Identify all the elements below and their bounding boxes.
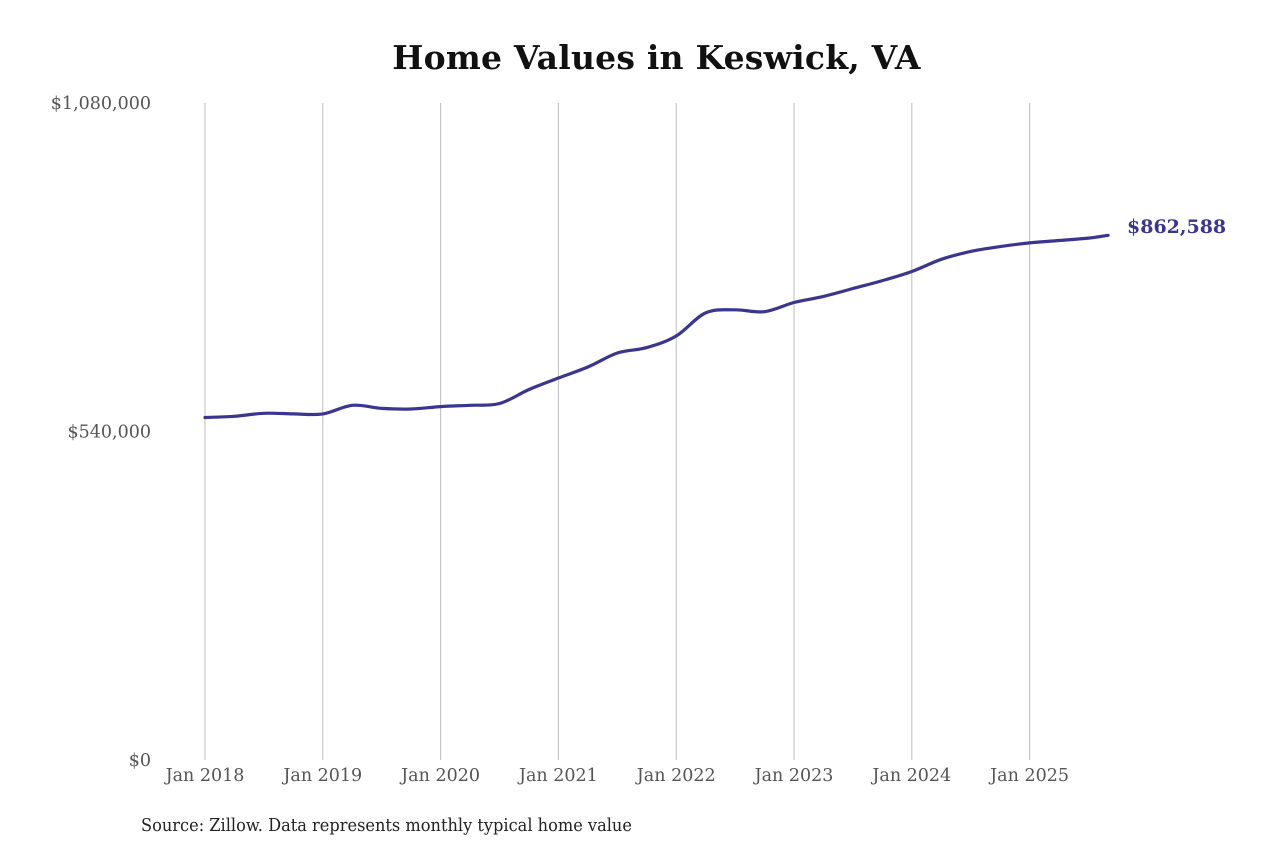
y-tick-label: $540,000 [67, 423, 151, 443]
x-tick-label: Jan 2019 [281, 766, 362, 786]
y-axis-labels: $0 $540,000 $1,080,000 [51, 94, 151, 771]
x-tick-label: Jan 2018 [164, 766, 245, 786]
y-tick-label: $1,080,000 [51, 94, 151, 114]
x-tick-label: Jan 2025 [988, 766, 1069, 786]
source-note: Source: Zillow. Data represents monthly … [141, 815, 632, 836]
chart-title: Home Values in Keswick, VA [392, 38, 921, 77]
x-tick-label: Jan 2020 [399, 766, 480, 786]
x-tick-label: Jan 2021 [517, 766, 598, 786]
vertical-gridlines [204, 103, 1031, 760]
x-axis-labels: Jan 2018 Jan 2019 Jan 2020 Jan 2021 Jan 2022… [164, 766, 1069, 786]
x-tick-label: Jan 2022 [635, 766, 716, 786]
home-value-line [203, 233, 1110, 420]
x-tick-label: Jan 2023 [753, 766, 834, 786]
end-value-label: $862,588 [1127, 216, 1226, 238]
x-tick-label: Jan 2024 [870, 766, 951, 786]
y-tick-label: $0 [129, 751, 151, 771]
